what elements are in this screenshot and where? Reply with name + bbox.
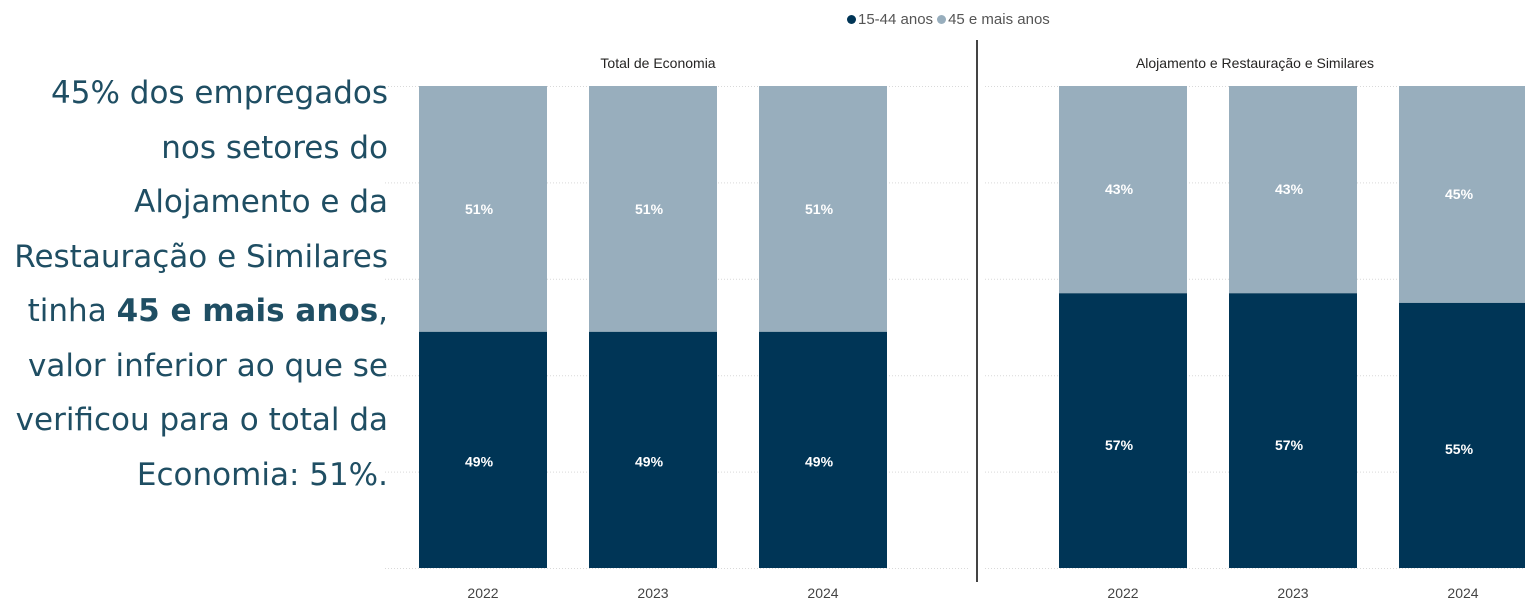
data-label-15-44: 57% xyxy=(1105,437,1134,453)
data-label-15-44: 55% xyxy=(1445,441,1474,457)
data-label-45-mais: 43% xyxy=(1105,181,1134,197)
legend-dot-old xyxy=(937,15,947,24)
data-label-45-mais: 51% xyxy=(805,201,834,217)
data-label-45-mais: 51% xyxy=(635,201,664,217)
data-label-15-44: 49% xyxy=(635,453,664,469)
legend-dot-young xyxy=(847,15,856,24)
chart-legend: 15-44 anos 45 e mais anos xyxy=(847,11,1050,28)
x-tick-label: 2024 xyxy=(1447,585,1478,601)
x-tick-label: 2023 xyxy=(637,585,668,601)
x-tick-label: 2024 xyxy=(807,585,838,601)
bar-segment-15-44 xyxy=(1399,302,1525,568)
bar-segment-15-44 xyxy=(1059,293,1187,568)
data-label-45-mais: 43% xyxy=(1275,181,1304,197)
bar-segment-45-mais xyxy=(1059,86,1187,294)
legend-label-young: 15-44 anos xyxy=(858,11,934,28)
bar-segment-45-mais xyxy=(1229,86,1357,294)
panel-title-alojamento: Alojamento e Restauração e Similares xyxy=(1135,55,1375,71)
bar-segment-15-44 xyxy=(589,331,717,568)
narrative-bold: 45 e mais anos xyxy=(116,293,379,329)
x-tick-label: 2022 xyxy=(467,585,498,601)
bar-segment-45-mais xyxy=(759,86,887,332)
x-tick-label: 2022 xyxy=(1107,585,1138,601)
bar-segment-45-mais xyxy=(589,86,717,332)
bar-segment-15-44 xyxy=(419,331,547,568)
bar-segment-15-44 xyxy=(759,331,887,568)
bar-segment-15-44 xyxy=(1229,293,1357,568)
legend-label-old: 45 e mais anos xyxy=(948,11,1050,28)
data-label-15-44: 57% xyxy=(1275,437,1304,453)
panel-title-total: Total de Economia xyxy=(600,55,716,71)
bar-segment-45-mais xyxy=(1399,86,1525,303)
data-label-15-44: 49% xyxy=(805,453,834,469)
data-label-45-mais: 45% xyxy=(1445,186,1474,202)
legend-item-young[interactable]: 15-44 anos xyxy=(847,11,933,28)
narrative-text: 45% dos empregados nos setores do Alojam… xyxy=(0,66,388,502)
narrative-part2: , valor inferior ao que se verificou par… xyxy=(15,293,388,493)
narrative-part1: 45% dos empregados nos setores do Alojam… xyxy=(14,75,388,329)
bar-segment-45-mais xyxy=(419,86,547,332)
data-label-15-44: 49% xyxy=(465,453,494,469)
panel-divider xyxy=(976,40,978,582)
data-label-45-mais: 51% xyxy=(465,201,494,217)
legend-item-old[interactable]: 45 e mais anos xyxy=(937,11,1050,28)
x-tick-label: 2023 xyxy=(1277,585,1308,601)
